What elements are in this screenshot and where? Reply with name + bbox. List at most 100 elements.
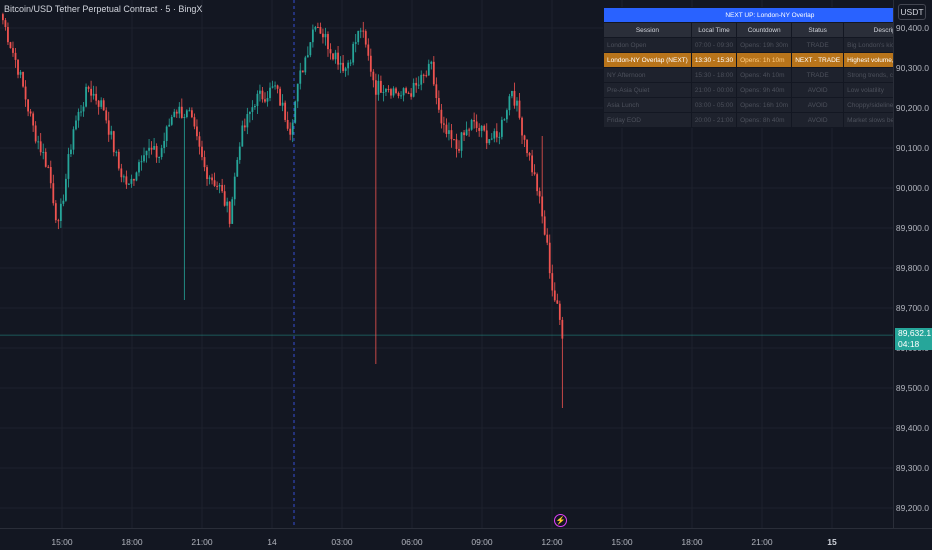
candle-body xyxy=(34,125,37,142)
time-axis-label: 15:00 xyxy=(51,537,73,547)
candle-body xyxy=(516,100,518,106)
time-axis-label: 15:00 xyxy=(611,537,633,547)
time-axis-label: 12:00 xyxy=(541,537,563,547)
candle-body xyxy=(158,156,161,158)
time-axis[interactable]: 15:00 18:00 21:00 14 03:00 06:00 09:00 12:00 15:… xyxy=(0,528,932,550)
candle-body xyxy=(12,48,14,53)
time-axis-label: 15 xyxy=(827,537,837,547)
candle-body xyxy=(140,161,143,163)
candle-body xyxy=(503,119,506,121)
candle-body xyxy=(548,242,551,274)
session-status: AVOID xyxy=(791,97,845,113)
candle-body xyxy=(488,139,491,144)
candle-body xyxy=(276,85,279,89)
candle-body xyxy=(402,88,405,96)
candle-body xyxy=(528,153,531,156)
candle-body xyxy=(362,30,365,32)
candle-body xyxy=(296,83,299,102)
candle-body xyxy=(284,102,287,120)
candle-body xyxy=(531,155,533,173)
candle-body xyxy=(22,71,24,87)
session-countdown: Opens: 8h 40m xyxy=(736,112,793,128)
candle-body xyxy=(521,117,523,136)
candle-body xyxy=(90,88,92,96)
candle-body xyxy=(223,191,226,206)
candle-body xyxy=(450,130,453,140)
candle-body xyxy=(216,185,218,187)
candle-body xyxy=(339,62,342,65)
candle-body xyxy=(301,70,304,73)
candle-body xyxy=(2,14,4,21)
candle-body xyxy=(211,177,213,181)
candle-body xyxy=(44,151,47,167)
candle-body xyxy=(435,84,438,99)
time-axis-label: 18:00 xyxy=(681,537,703,547)
candle-body xyxy=(327,34,329,50)
candle-body xyxy=(395,88,397,93)
currency-button[interactable]: USDT xyxy=(898,4,926,20)
candle-body xyxy=(299,70,302,84)
time-axis-label: 14 xyxy=(267,537,277,547)
candle-body xyxy=(246,114,249,128)
candle-body xyxy=(319,26,322,34)
candle-body xyxy=(405,88,407,93)
price-axis-label: 90,100.0 xyxy=(895,143,929,153)
candle-body xyxy=(133,178,135,181)
time-axis-label: 18:00 xyxy=(121,537,143,547)
chart-area[interactable]: Bitcoin/USD Tether Perpetual Contract · … xyxy=(0,0,932,528)
candle-body xyxy=(508,96,511,111)
candle-body xyxy=(372,71,375,81)
candle-body xyxy=(165,126,168,141)
candle-body xyxy=(400,95,402,97)
candle-body xyxy=(218,185,221,187)
candle-body xyxy=(130,178,133,184)
session-name: Asia Lunch xyxy=(603,97,692,113)
candle-body xyxy=(39,141,42,153)
candle-body xyxy=(19,71,22,75)
candle-body xyxy=(490,138,493,140)
candle-body xyxy=(523,135,526,140)
price-axis-label: 89,800.0 xyxy=(895,263,929,273)
candle-body xyxy=(233,176,236,200)
candle-body xyxy=(334,52,337,60)
time-axis-label: 21:00 xyxy=(751,537,773,547)
session-status: AVOID xyxy=(791,82,845,98)
candle-body xyxy=(410,93,413,97)
candle-body xyxy=(425,75,428,77)
candle-body xyxy=(95,93,98,101)
candle-body xyxy=(125,176,128,185)
candle-body xyxy=(203,157,206,168)
lightning-icon[interactable]: ⚡ xyxy=(554,514,567,527)
candle-body xyxy=(294,101,297,123)
price-axis[interactable]: 90,400.0 90,300.0 90,200.0 90,100.0 90,000.0… xyxy=(893,0,932,528)
candle-body xyxy=(100,100,103,107)
candle-body xyxy=(397,92,400,96)
candle-body xyxy=(551,273,554,291)
candle-body xyxy=(440,109,443,124)
candle-body xyxy=(329,49,332,54)
candle-body xyxy=(561,319,564,339)
candle-body xyxy=(213,180,216,186)
candle-body xyxy=(170,116,173,125)
candle-body xyxy=(47,166,50,168)
candlestick-chart[interactable] xyxy=(0,0,893,528)
candle-body xyxy=(337,52,339,65)
candle-body xyxy=(369,55,372,72)
candle-body xyxy=(526,139,528,154)
candle-body xyxy=(543,216,546,235)
candle-body xyxy=(536,174,539,192)
candle-body xyxy=(117,151,120,169)
candle-body xyxy=(52,183,55,204)
candle-body xyxy=(357,30,360,43)
session-row: Pre-Asia Quiet 21:00 - 00:00 Opens: 9h 40m… xyxy=(603,82,932,98)
candle-body xyxy=(430,61,433,64)
candle-body xyxy=(538,191,541,197)
candle-body xyxy=(254,105,256,108)
session-status: NEXT - TRADE xyxy=(791,52,845,68)
symbol-title[interactable]: Bitcoin/USD Tether Perpetual Contract · … xyxy=(4,4,203,14)
candle-body xyxy=(271,86,274,88)
candle-body xyxy=(206,167,208,179)
price-axis-label: 90,300.0 xyxy=(895,63,929,73)
candle-body xyxy=(102,100,105,111)
candle-body xyxy=(266,98,269,102)
